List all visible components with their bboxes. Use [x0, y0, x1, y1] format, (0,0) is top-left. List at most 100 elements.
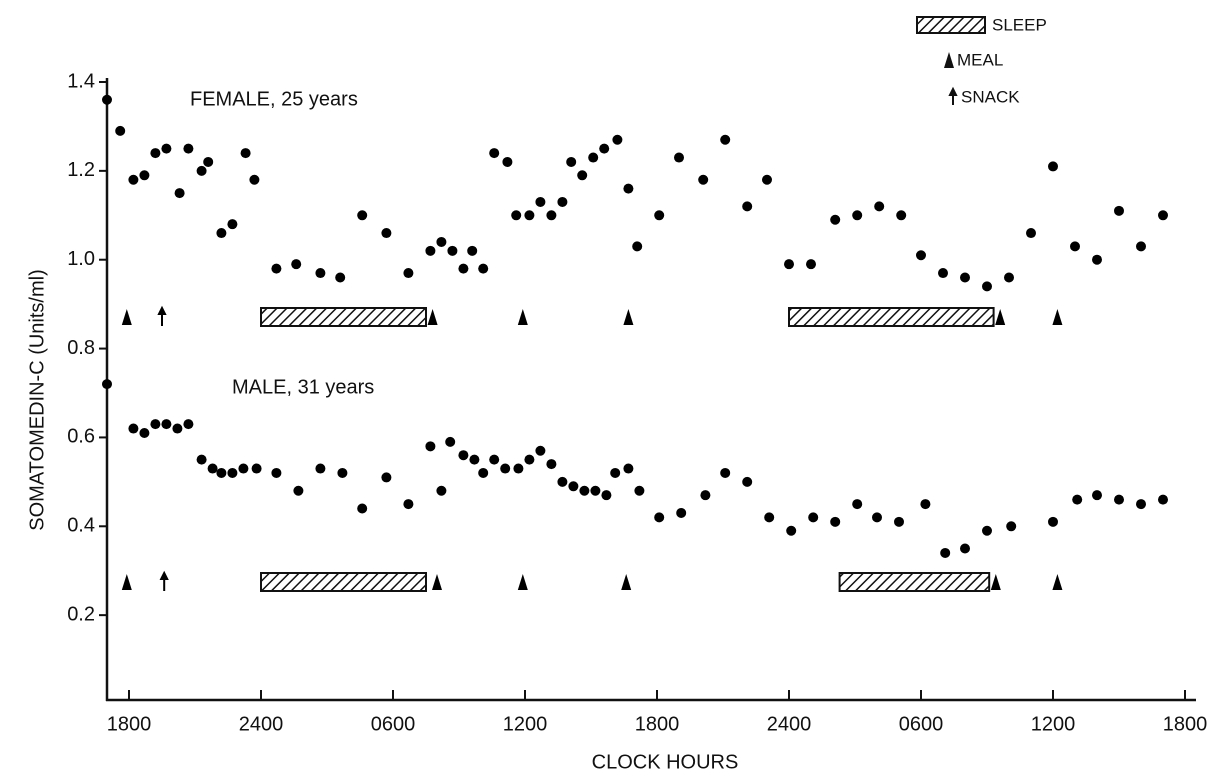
data-point	[872, 512, 882, 523]
data-point	[203, 156, 214, 167]
data-point	[852, 210, 863, 221]
data-point	[216, 467, 227, 478]
data-point	[335, 272, 346, 283]
data-point	[852, 499, 863, 510]
x-tick-label: 0600	[899, 713, 944, 735]
data-point	[403, 499, 414, 510]
data-point	[128, 423, 139, 434]
data-point	[337, 467, 348, 478]
data-point	[436, 236, 447, 247]
x-tick-label: 1200	[1031, 713, 1076, 735]
sleep-bar	[260, 307, 427, 327]
data-point	[511, 210, 522, 221]
data-point	[207, 463, 218, 474]
legend-meal-symbol	[944, 52, 954, 68]
data-point	[623, 463, 634, 474]
data-point	[742, 476, 753, 487]
data-point	[938, 268, 948, 279]
data-point	[894, 516, 904, 527]
data-point	[546, 210, 557, 221]
data-point	[183, 419, 194, 430]
data-point	[102, 379, 112, 390]
data-point	[196, 454, 207, 465]
data-point	[960, 543, 970, 554]
data-point	[632, 241, 643, 252]
x-tick-label: 0600	[371, 713, 416, 735]
data-point	[566, 156, 577, 167]
data-point	[830, 214, 841, 225]
data-point	[1136, 241, 1146, 252]
data-point	[786, 525, 797, 536]
data-point	[612, 134, 623, 145]
x-tick-label: 1800	[107, 713, 152, 735]
data-point	[174, 188, 185, 199]
data-point	[115, 125, 126, 136]
data-point	[634, 485, 645, 496]
data-point	[654, 512, 665, 523]
data-point	[238, 463, 249, 474]
data-point	[445, 436, 456, 447]
meal-marker	[621, 574, 632, 590]
legend-sleep-swatch	[916, 16, 986, 34]
data-point	[579, 485, 590, 496]
data-point	[315, 268, 326, 279]
x-tick-label: 2400	[239, 713, 284, 735]
data-point	[458, 263, 469, 274]
data-point	[150, 148, 161, 159]
data-point	[183, 143, 194, 154]
data-point	[524, 454, 535, 465]
legend-meal: MEAL	[957, 50, 1003, 69]
legend-snack: SNACK	[961, 87, 1020, 106]
data-point	[588, 152, 599, 163]
data-point	[478, 467, 489, 478]
y-tick-label: 1.4	[67, 70, 95, 92]
data-point	[227, 219, 238, 230]
x-axis-label: CLOCK HOURS	[592, 751, 739, 773]
data-point	[489, 454, 500, 465]
data-point	[357, 503, 368, 514]
data-point	[291, 259, 302, 270]
sleep-bar	[838, 572, 991, 592]
data-point	[102, 94, 112, 105]
data-point	[1026, 228, 1036, 239]
data-point	[502, 156, 513, 167]
data-point	[447, 245, 458, 256]
data-point	[720, 134, 731, 145]
data-point	[960, 272, 970, 283]
y-tick-label: 1.2	[67, 159, 95, 181]
data-point	[896, 210, 907, 221]
data-point	[161, 143, 172, 154]
data-point	[500, 463, 511, 474]
data-point	[808, 512, 819, 523]
data-point	[524, 210, 535, 221]
data-point	[271, 263, 282, 274]
data-point	[1114, 494, 1124, 505]
data-point	[513, 463, 524, 474]
data-point	[698, 174, 709, 185]
data-point	[557, 476, 568, 487]
x-tick-label: 1800	[1163, 713, 1208, 735]
sleep-bar	[788, 307, 995, 327]
data-point	[623, 183, 634, 194]
data-point	[293, 485, 304, 496]
data-point	[1092, 254, 1102, 265]
meal-marker	[121, 309, 132, 325]
data-point	[128, 174, 139, 185]
data-point	[720, 467, 731, 478]
legend-snack-symbol	[948, 86, 958, 105]
data-point	[172, 423, 183, 434]
data-point	[599, 143, 610, 154]
series-label: MALE, 31 years	[232, 376, 374, 398]
y-tick-label: 0.2	[67, 603, 95, 625]
data-point	[535, 196, 546, 207]
data-point	[425, 245, 436, 256]
series-label: FEMALE, 25 years	[190, 88, 358, 110]
data-point	[557, 196, 568, 207]
data-point	[403, 268, 414, 279]
data-point	[196, 165, 207, 176]
y-tick-label: 1.0	[67, 248, 95, 270]
data-point	[610, 467, 621, 478]
data-point	[381, 228, 392, 239]
meal-marker	[995, 309, 1006, 325]
